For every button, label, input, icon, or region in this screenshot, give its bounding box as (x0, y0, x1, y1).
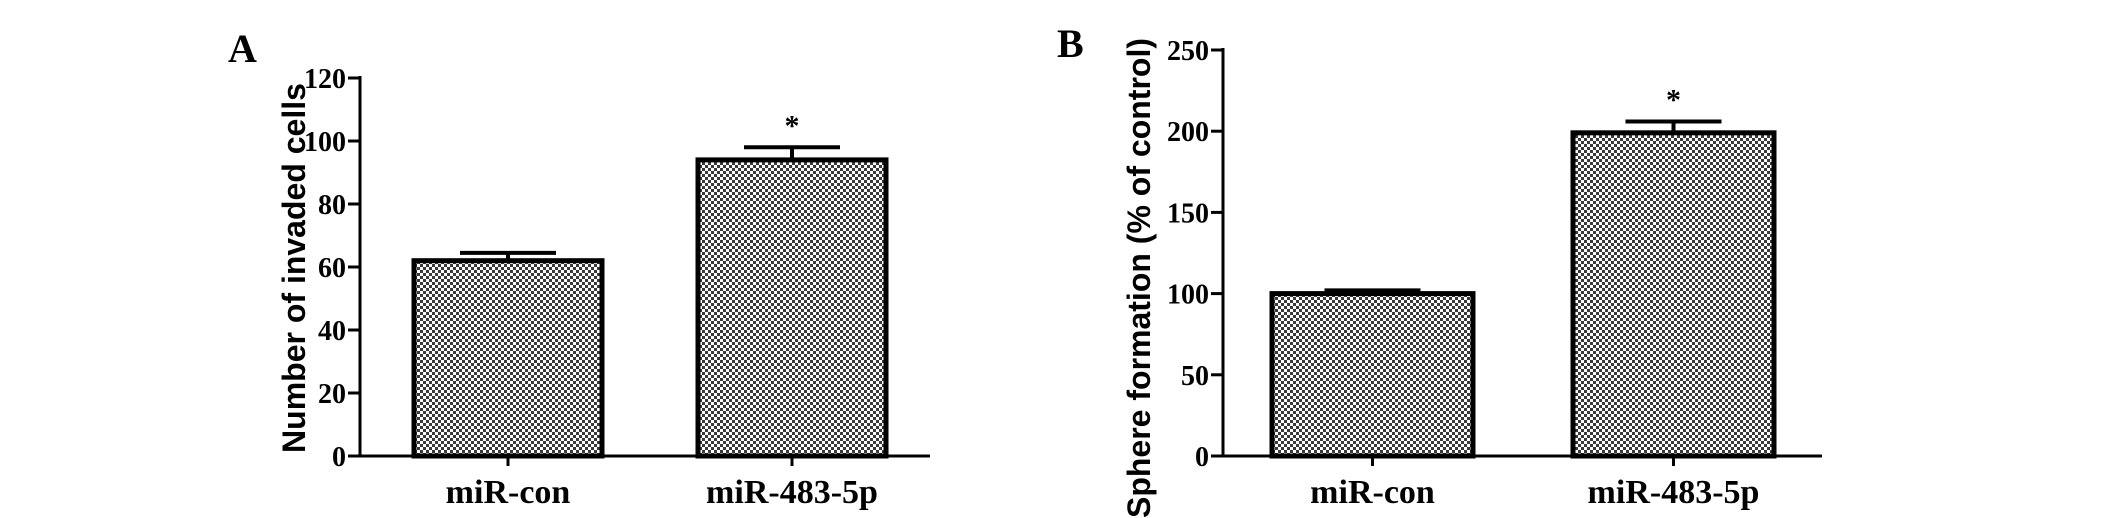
panel-letter-a: A (228, 26, 257, 71)
y-tick-label: 40 (318, 316, 346, 347)
x-category-label: miR-483-5p (706, 474, 878, 511)
bar-mir-con (1269, 291, 1476, 459)
bar-mir-483-5p (1570, 130, 1777, 459)
y-axis-title: Number of invaded cells (276, 83, 312, 453)
y-tick-label: 200 (1167, 117, 1209, 148)
x-category-label: miR-con (446, 474, 571, 511)
y-tick-label: 20 (318, 379, 346, 410)
y-tick-label: 100 (1167, 280, 1209, 311)
y-tick-label: 50 (1181, 361, 1209, 392)
y-tick-label: 100 (304, 127, 346, 158)
y-tick-label: 150 (1167, 198, 1209, 229)
y-tick-label: 120 (304, 64, 346, 95)
chart-panel-b: B miR-con * miR-483-5p 0 50 100 150 200 250 Spher… (1057, 21, 1822, 518)
panel-letter-b: B (1057, 21, 1084, 66)
significance-marker: * (785, 109, 800, 142)
bar-mir-con (411, 258, 605, 459)
y-tick-label: 60 (318, 253, 346, 284)
x-category-label: miR-483-5p (1588, 474, 1760, 511)
y-tick-label: 80 (318, 190, 346, 221)
y-tick-label: 0 (1195, 442, 1209, 473)
bar-mir-483-5p (695, 157, 889, 459)
x-category-label: miR-con (1310, 474, 1435, 511)
significance-marker: * (1666, 83, 1681, 116)
y-tick-label: 250 (1167, 36, 1209, 67)
y-axis-title: Sphere formation (% of control) (1121, 38, 1157, 518)
chart-panel-a: A miR-con * miR-483-5p 0 20 40 60 80 100 120Numbe… (228, 26, 930, 511)
y-tick-label: 0 (332, 442, 346, 473)
